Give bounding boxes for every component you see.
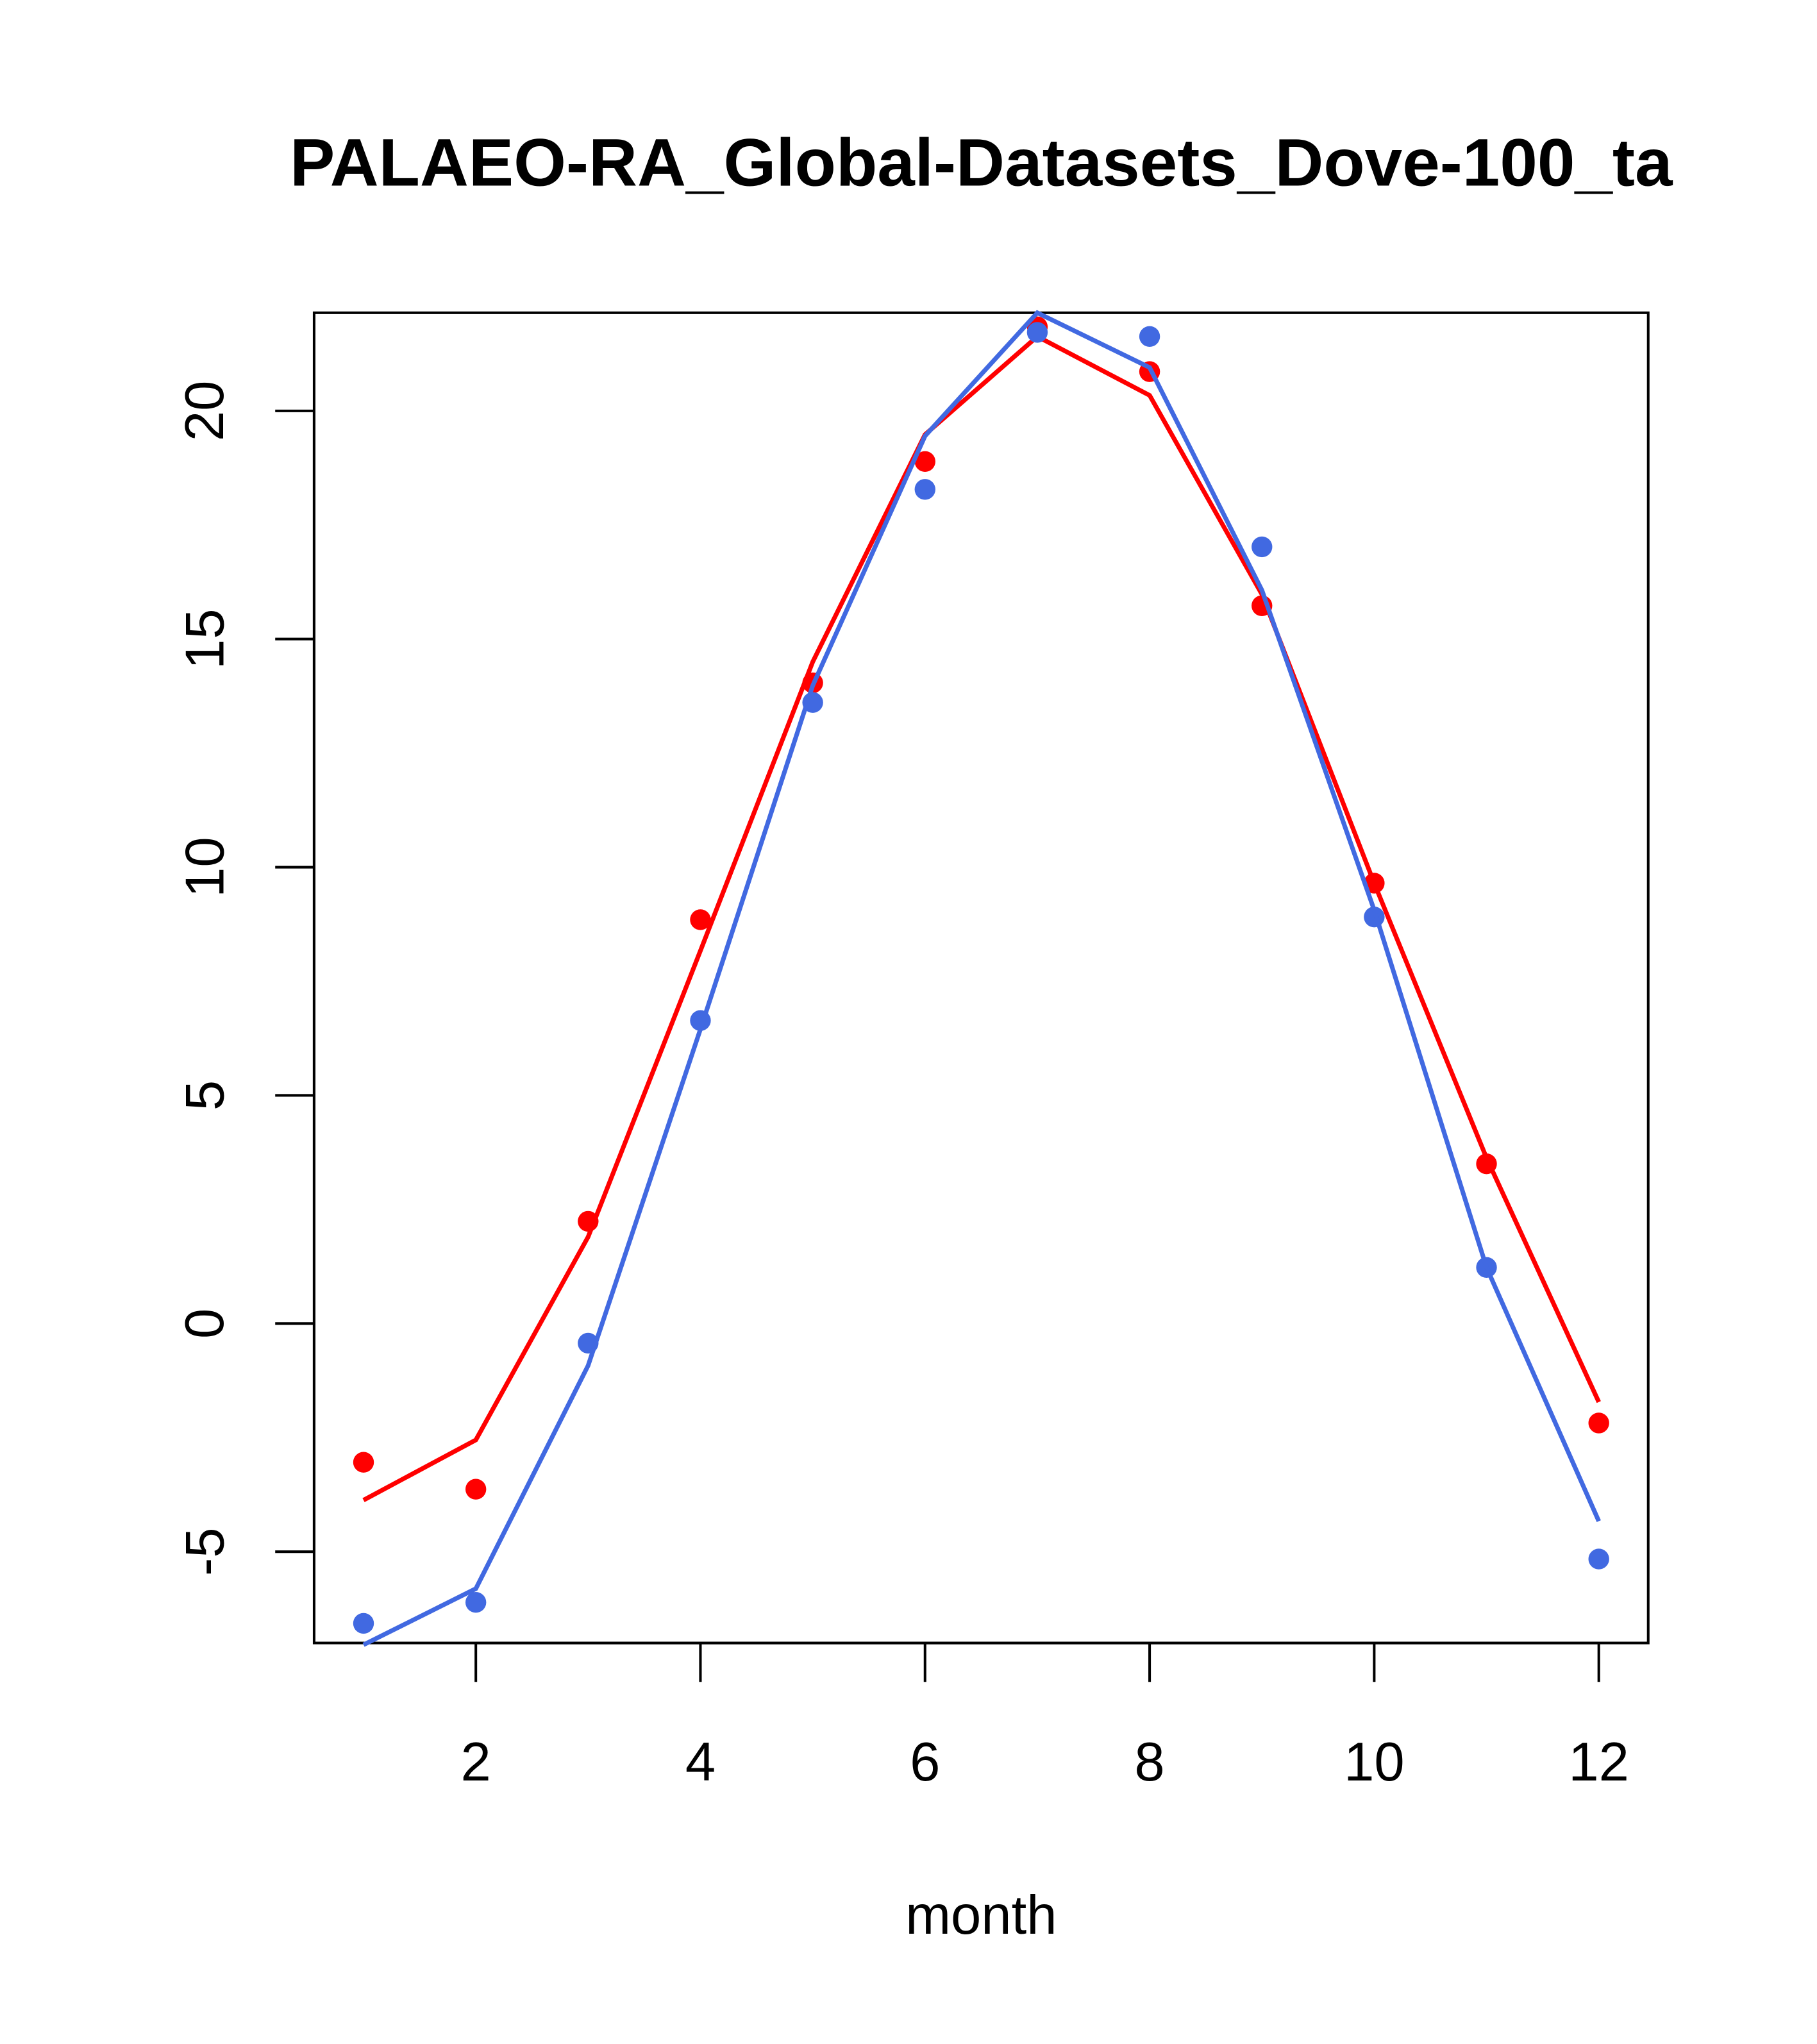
x-tick-label: 8 [1134,1732,1164,1793]
blue-line [362,310,1601,1647]
red-points-point [690,909,711,930]
y-tick-label: 5 [174,1080,235,1110]
red-line [362,333,1601,1502]
y-axis: -5 0 5 10 15 20 [174,381,315,1576]
blue-points-point [1252,536,1273,558]
y-tick-label: 15 [174,608,235,669]
plot-frame [312,311,1650,1645]
blue-points-point [914,479,935,500]
x-axis: 2 4 6 8 10 12 [461,1641,1629,1793]
y-tick-label: 0 [174,1309,235,1339]
red-points-point [1588,1412,1609,1434]
x-tick-label: 10 [1344,1732,1405,1793]
red-points-point [914,451,935,473]
y-tick-label: 20 [174,381,235,442]
x-tick-label: 2 [461,1732,491,1793]
blue-points-point [465,1592,487,1613]
blue-points-point [1026,322,1048,343]
x-tick-label: 6 [910,1732,940,1793]
chart-title: PALAEO-RA_Global-Datasets_Dove-100_ta [290,125,1673,200]
blue-points-point [353,1613,374,1634]
blue-points-point [1588,1548,1609,1570]
red-points-point [465,1479,487,1500]
x-tick-label: 12 [1568,1732,1629,1793]
x-tick-label: 4 [685,1732,716,1793]
blue-points-point [1139,326,1160,348]
y-tick-label: 10 [174,837,235,898]
x-axis-label: month [905,1885,1057,1946]
red-points-point [353,1452,374,1473]
y-tick-label: -5 [174,1527,235,1576]
series-marks [353,310,1609,1647]
